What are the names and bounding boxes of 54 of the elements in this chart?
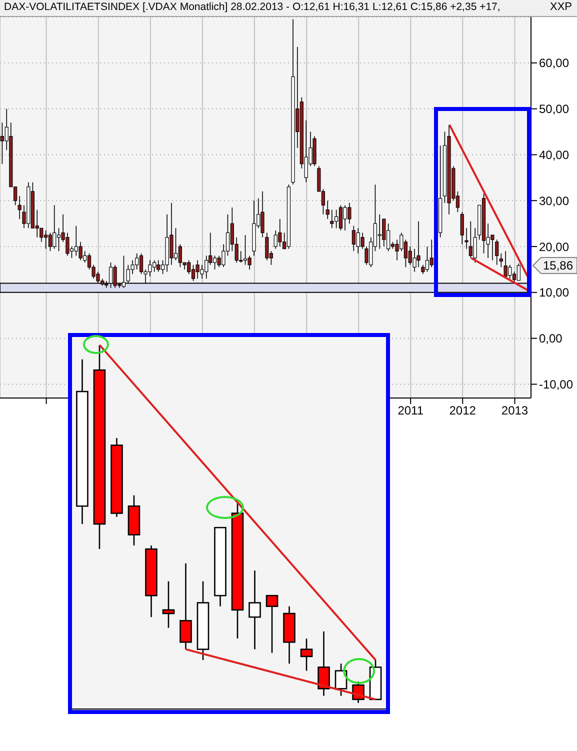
y-tick-label: 40,00 (539, 148, 570, 162)
candlestick (278, 218, 282, 247)
candlestick (0, 122, 4, 164)
candlestick (18, 196, 22, 220)
x-tick-label: 2013 (501, 404, 528, 418)
candlestick (464, 228, 468, 250)
candlestick (40, 228, 44, 242)
x-tick-label: 2011 (398, 404, 424, 418)
y-tick-label: -10,00 (539, 377, 574, 392)
candlestick (265, 232, 269, 261)
candlestick (330, 209, 334, 229)
candlestick (430, 239, 434, 268)
candlestick (139, 253, 144, 274)
candlestick (78, 242, 82, 261)
candlestick (56, 228, 61, 252)
text: XXP (550, 1, 572, 13)
candlestick (212, 255, 217, 270)
y-tick-label: 20,00 (539, 240, 570, 254)
y-tick-label: 60,00 (539, 56, 570, 70)
candlestick (180, 562, 192, 650)
chart-title: DAX-VOLATILITAETSINDEX [.VDAX Monatlich] 28.02.2013 - O:12,61 H:16,31 L:12,61 C:15,86 +2,35 +17, (4, 1, 502, 13)
candlestick (504, 250, 508, 280)
candlestick (174, 228, 178, 261)
candlestick (421, 264, 425, 274)
y-tick-label: 50,00 (539, 102, 570, 116)
candlestick (318, 630, 330, 696)
candlestick (135, 253, 139, 270)
candlestick (248, 255, 252, 270)
x-tick-label: 2012 (449, 404, 476, 418)
candlestick (499, 253, 503, 268)
y-tick-label: 30,00 (539, 194, 570, 208)
candlestick (473, 228, 477, 263)
candlestick (243, 234, 248, 266)
y-tick-label: 10,00 (539, 286, 570, 300)
candlestick (416, 220, 420, 268)
candlestick (300, 638, 313, 672)
candlestick (460, 212, 464, 245)
y-tick-label: 0,00 (539, 332, 563, 346)
candlestick (274, 230, 278, 250)
candlestick (162, 580, 175, 628)
candlestick (248, 570, 261, 650)
candlestick (425, 246, 430, 272)
text: 15,86 (543, 258, 574, 273)
candlestick (260, 191, 264, 238)
candlestick (48, 232, 52, 252)
candlestick (338, 204, 343, 231)
candlestick (156, 260, 160, 272)
candlestick (52, 204, 56, 250)
candlestick (382, 218, 386, 247)
candlestick (495, 239, 499, 266)
candlestick (378, 214, 382, 250)
candlestick (326, 200, 330, 220)
candlestick (343, 204, 347, 231)
candlestick (266, 594, 278, 654)
